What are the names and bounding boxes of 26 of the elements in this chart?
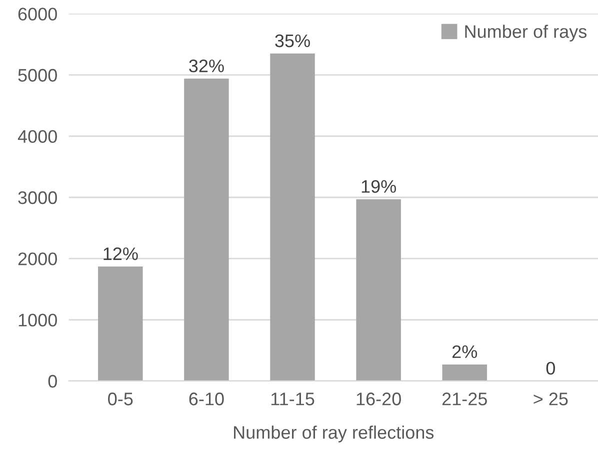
bar (184, 78, 229, 381)
y-tick-label: 1000 (18, 314, 57, 326)
x-tick-label: 16-20 (356, 392, 401, 406)
x-axis-title: Number of ray reflections (234, 426, 434, 442)
y-tick-label: 3000 (18, 191, 57, 204)
legend-label: Number of rays (465, 24, 587, 42)
annotation: 0 (546, 362, 555, 375)
x-tick-label: 6-10 (189, 392, 224, 406)
x-tick-label: 0-5 (108, 392, 133, 406)
annotation: 2% (452, 345, 478, 358)
y-tick-label: 4000 (18, 130, 57, 143)
y-tick-label: 0 (48, 374, 57, 388)
bar (98, 266, 143, 381)
bar (356, 199, 401, 381)
x-tick-label: 11-15 (271, 392, 314, 406)
annotation: 32% (189, 60, 224, 72)
annotation: 35% (275, 34, 310, 48)
bar (270, 54, 315, 381)
x-tick-label: > 25 (534, 392, 568, 406)
x-tick-label: 21-25 (442, 392, 487, 406)
annotation: 19% (362, 180, 396, 193)
y-tick-label: 6000 (18, 8, 57, 20)
bar (442, 364, 487, 381)
y-tick-label: 5000 (18, 68, 57, 82)
y-tick-label: 2000 (18, 252, 57, 266)
annotation: 12% (104, 247, 138, 260)
